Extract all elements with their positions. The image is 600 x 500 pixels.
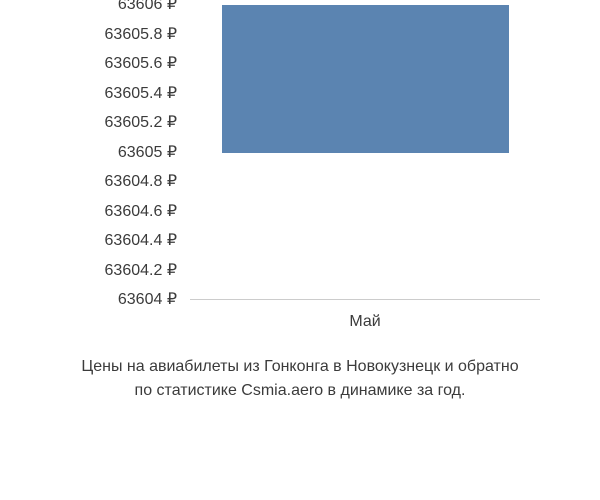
- price-chart: 63606 ₽ 63605.8 ₽ 63605.6 ₽ 63605.4 ₽ 63605.…: [0, 0, 600, 500]
- plot-area: [190, 5, 540, 300]
- y-tick-label: 63604.6 ₽: [0, 204, 177, 220]
- y-tick-label: 63605.8 ₽: [0, 27, 177, 43]
- x-tick-label: Май: [349, 313, 380, 331]
- y-tick-label: 63604.4 ₽: [0, 233, 177, 249]
- y-tick-label: 63604.8 ₽: [0, 174, 177, 190]
- y-tick-label: 63605.6 ₽: [0, 56, 177, 72]
- y-tick-label: 63606 ₽: [0, 0, 177, 13]
- y-tick-label: 63604.2 ₽: [0, 263, 177, 279]
- caption-line-1: Цены на авиабилеты из Гонконга в Новокуз…: [81, 358, 518, 375]
- y-tick-label: 63605.4 ₽: [0, 86, 177, 102]
- caption-line-2: по статистике Csmia.aero в динамике за г…: [135, 382, 466, 399]
- chart-caption: Цены на авиабилеты из Гонконга в Новокуз…: [0, 355, 600, 403]
- y-tick-label: 63605 ₽: [0, 145, 177, 161]
- y-tick-label: 63605.2 ₽: [0, 115, 177, 131]
- x-axis: Май: [190, 305, 540, 345]
- bar: [222, 5, 509, 153]
- y-tick-label: 63604 ₽: [0, 292, 177, 308]
- y-axis: 63606 ₽63605.8 ₽63605.6 ₽63605.4 ₽63605.…: [0, 5, 185, 305]
